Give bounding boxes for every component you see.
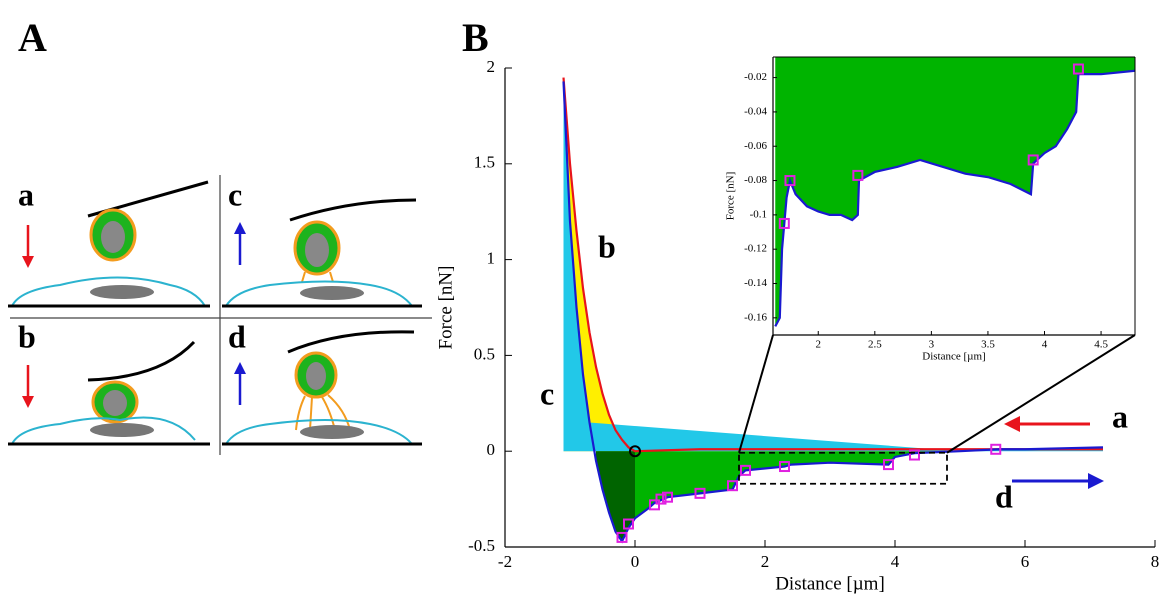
y-tick-label: -0.5	[468, 536, 495, 555]
data-line	[562, 81, 1104, 544]
y-tick-label: -0.04	[744, 105, 767, 117]
marker	[1027, 154, 1039, 166]
y-tick-label: 2	[487, 57, 496, 76]
annotation: d	[995, 478, 1013, 514]
area-fill	[596, 451, 960, 542]
annotation: c	[540, 375, 554, 411]
data-line	[774, 69, 1136, 327]
marker	[779, 461, 790, 473]
marker	[909, 449, 920, 461]
x-tick-label: 3.5	[981, 339, 995, 351]
marker	[727, 480, 738, 492]
y-axis-label: Force [nN]	[725, 172, 737, 221]
schematic	[8, 175, 432, 455]
panel-label: B	[462, 15, 489, 60]
marker	[778, 217, 790, 229]
area-fill	[775, 57, 1135, 327]
step-label: d	[228, 318, 246, 354]
marker	[990, 443, 1002, 455]
step-label: c	[228, 176, 242, 212]
step-label: a	[18, 176, 34, 212]
y-tick-label: -0.14	[744, 277, 767, 289]
x-tick-label: 8	[1151, 552, 1160, 571]
contact-point	[629, 445, 641, 458]
x-axis-label: Distance [µm]	[922, 351, 985, 363]
annotation: b	[598, 228, 616, 264]
marker	[623, 518, 634, 530]
marker	[784, 175, 796, 187]
y-tick-label: -0.02	[744, 71, 767, 83]
x-tick-label: 2	[816, 339, 822, 351]
connector	[946, 334, 1136, 454]
y-tick-label: -0.12	[744, 243, 767, 255]
y-tick-label: -0.06	[744, 140, 767, 152]
arrow-head	[1004, 416, 1020, 432]
y-tick-label: 0.5	[474, 344, 495, 363]
marker	[655, 493, 667, 505]
data-line	[562, 77, 1103, 453]
x-tick-label: 3	[929, 339, 935, 351]
y-axis-label: Force [nN]	[435, 266, 456, 350]
x-tick-label: 4.5	[1094, 339, 1108, 351]
panel-label: A	[18, 15, 47, 60]
y-tick-label: -0.16	[744, 311, 767, 323]
marker	[649, 499, 660, 511]
marker	[1072, 63, 1084, 75]
connector	[738, 334, 774, 454]
y-tick-label: -0.08	[744, 174, 767, 186]
marker	[852, 169, 864, 181]
y-tick-label: 1.5	[474, 153, 495, 172]
marker	[740, 464, 751, 476]
x-axis-label: Distance [µm]	[775, 573, 885, 594]
step-label: b	[18, 318, 36, 354]
marker	[662, 491, 673, 503]
y-tick-label: 0	[487, 440, 496, 459]
x-tick-label: 2	[761, 552, 770, 571]
marker	[883, 459, 894, 471]
marker	[616, 531, 628, 543]
y-tick-label: -0.1	[750, 208, 767, 220]
x-tick-label: -2	[498, 552, 512, 571]
marker	[694, 487, 706, 499]
x-tick-label: 2.5	[868, 339, 882, 351]
y-tick-label: 1	[487, 249, 496, 268]
x-tick-label: 0	[631, 552, 640, 571]
annotation: a	[1112, 398, 1128, 434]
x-tick-label: 6	[1021, 552, 1030, 571]
x-tick-label: 4	[891, 552, 900, 571]
x-tick-label: 4	[1042, 339, 1048, 351]
zoom-box	[738, 451, 948, 485]
arrow-head	[1088, 473, 1104, 489]
